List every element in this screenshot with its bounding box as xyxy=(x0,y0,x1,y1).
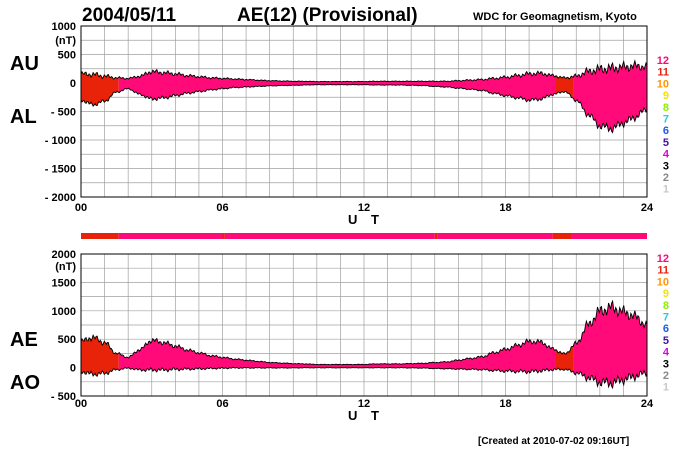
legend-item-9: 9 xyxy=(663,90,669,102)
ae-ao-xtick-label: 12 xyxy=(358,398,370,410)
ae-ao-xtick-label: 18 xyxy=(499,398,511,410)
au-al-ytick-label: 1000 xyxy=(52,21,76,33)
ae-ao-xtick-label: 00 xyxy=(75,398,87,410)
legend-item-4: 4 xyxy=(663,149,670,161)
au-al-ytick-label: 500 xyxy=(58,50,76,62)
ae-ao-xaxis-label: U T xyxy=(348,408,384,423)
legend-item-6: 6 xyxy=(663,323,669,335)
au-al-unit-label: (nT) xyxy=(55,35,76,47)
created-timestamp: [Created at 2010-07-02 09:16UT] xyxy=(478,436,629,447)
au-al-ytick-label: 0 xyxy=(70,78,76,90)
legend-item-8: 8 xyxy=(663,102,669,114)
legend-item-12: 12 xyxy=(657,55,669,67)
ae-ao-xtick-label: 24 xyxy=(641,398,654,410)
legend-item-4: 4 xyxy=(663,347,670,359)
au-al-panel: 1000 500 0 - 500 - 1000 - 1500 - 2000 (nT) 00 06 1… xyxy=(45,21,670,227)
organization-label: WDC for Geomagnetism, Kyoto xyxy=(473,11,637,23)
au-al-xtick-label: 12 xyxy=(358,202,370,214)
legend-item-2: 2 xyxy=(663,370,669,382)
ae-ao-series-ao-line xyxy=(80,366,648,390)
side-label-au: AU xyxy=(10,53,39,75)
ae-ao-ytick-label: 1000 xyxy=(52,306,76,318)
legend-item-7: 7 xyxy=(663,114,669,126)
station-bar-segment xyxy=(552,233,572,239)
station-bar-segment xyxy=(118,233,223,239)
side-label-ae: AE xyxy=(10,329,38,351)
legend-item-1: 1 xyxy=(663,382,669,394)
ae-ao-ytick-label: 500 xyxy=(58,334,76,346)
legend-item-3: 3 xyxy=(663,160,669,172)
au-al-plot-area xyxy=(80,25,648,198)
au-al-grid xyxy=(81,26,647,197)
au-al-series-al-line xyxy=(80,84,648,134)
ae-ao-ytick-label: 2000 xyxy=(52,249,76,261)
ae-ao-unit-label: (nT) xyxy=(55,261,76,273)
ae-ao-ytick-label: 1500 xyxy=(52,277,76,289)
station-bar-segment xyxy=(437,233,553,239)
station-bar-segment xyxy=(224,233,435,239)
legend-item-12: 12 xyxy=(657,253,669,265)
station-bar-segment xyxy=(222,233,225,239)
legend-item-11: 11 xyxy=(657,265,669,277)
legend-item-2: 2 xyxy=(663,172,669,184)
au-al-xtick-label: 06 xyxy=(216,202,228,214)
legend-item-7: 7 xyxy=(663,312,669,324)
side-label-ao: AO xyxy=(10,372,40,394)
station-bar-segment xyxy=(434,233,438,239)
ae-ao-plot-area xyxy=(80,253,648,397)
legend-item-10: 10 xyxy=(657,276,669,288)
index-title: AE(12) (Provisional) xyxy=(237,5,418,26)
au-al-xaxis-label: U T xyxy=(348,212,384,227)
ae-ao-xtick-label: 06 xyxy=(216,398,228,410)
au-al-xtick-label: 18 xyxy=(499,202,511,214)
ae-ao-ytick-label: - 500 xyxy=(51,391,76,403)
legend-item-9: 9 xyxy=(663,288,669,300)
au-al-frame xyxy=(80,25,648,198)
legend-item-5: 5 xyxy=(663,335,669,347)
au-al-ytick-label: - 1000 xyxy=(45,135,76,147)
date-title: 2004/05/11 xyxy=(82,5,176,26)
station-count-bar xyxy=(81,233,647,239)
au-al-series-au-line xyxy=(80,59,648,83)
station-bar-segment xyxy=(571,233,647,239)
station-bar-segment xyxy=(81,233,119,239)
legend-item-10: 10 xyxy=(657,78,669,90)
ae-ao-grid xyxy=(81,254,647,396)
legend-item-8: 8 xyxy=(663,300,669,312)
legend-item-5: 5 xyxy=(663,137,669,149)
legend-item-3: 3 xyxy=(663,358,669,370)
side-label-al: AL xyxy=(10,106,37,128)
legend-item-1: 1 xyxy=(663,184,669,196)
legend-item-6: 6 xyxy=(663,125,669,137)
au-al-ytick-label: - 500 xyxy=(51,107,76,119)
ae-ao-series-ae-line xyxy=(80,299,648,366)
au-al-ytick-label: - 2000 xyxy=(45,192,76,204)
au-al-xtick-label: 24 xyxy=(641,202,654,214)
legend-item-11: 11 xyxy=(657,67,669,79)
ae-ao-frame xyxy=(80,253,648,397)
au-al-xtick-label: 00 xyxy=(75,202,87,214)
ae-ao-ytick-label: 0 xyxy=(70,363,76,375)
au-al-ytick-label: - 1500 xyxy=(45,164,76,176)
